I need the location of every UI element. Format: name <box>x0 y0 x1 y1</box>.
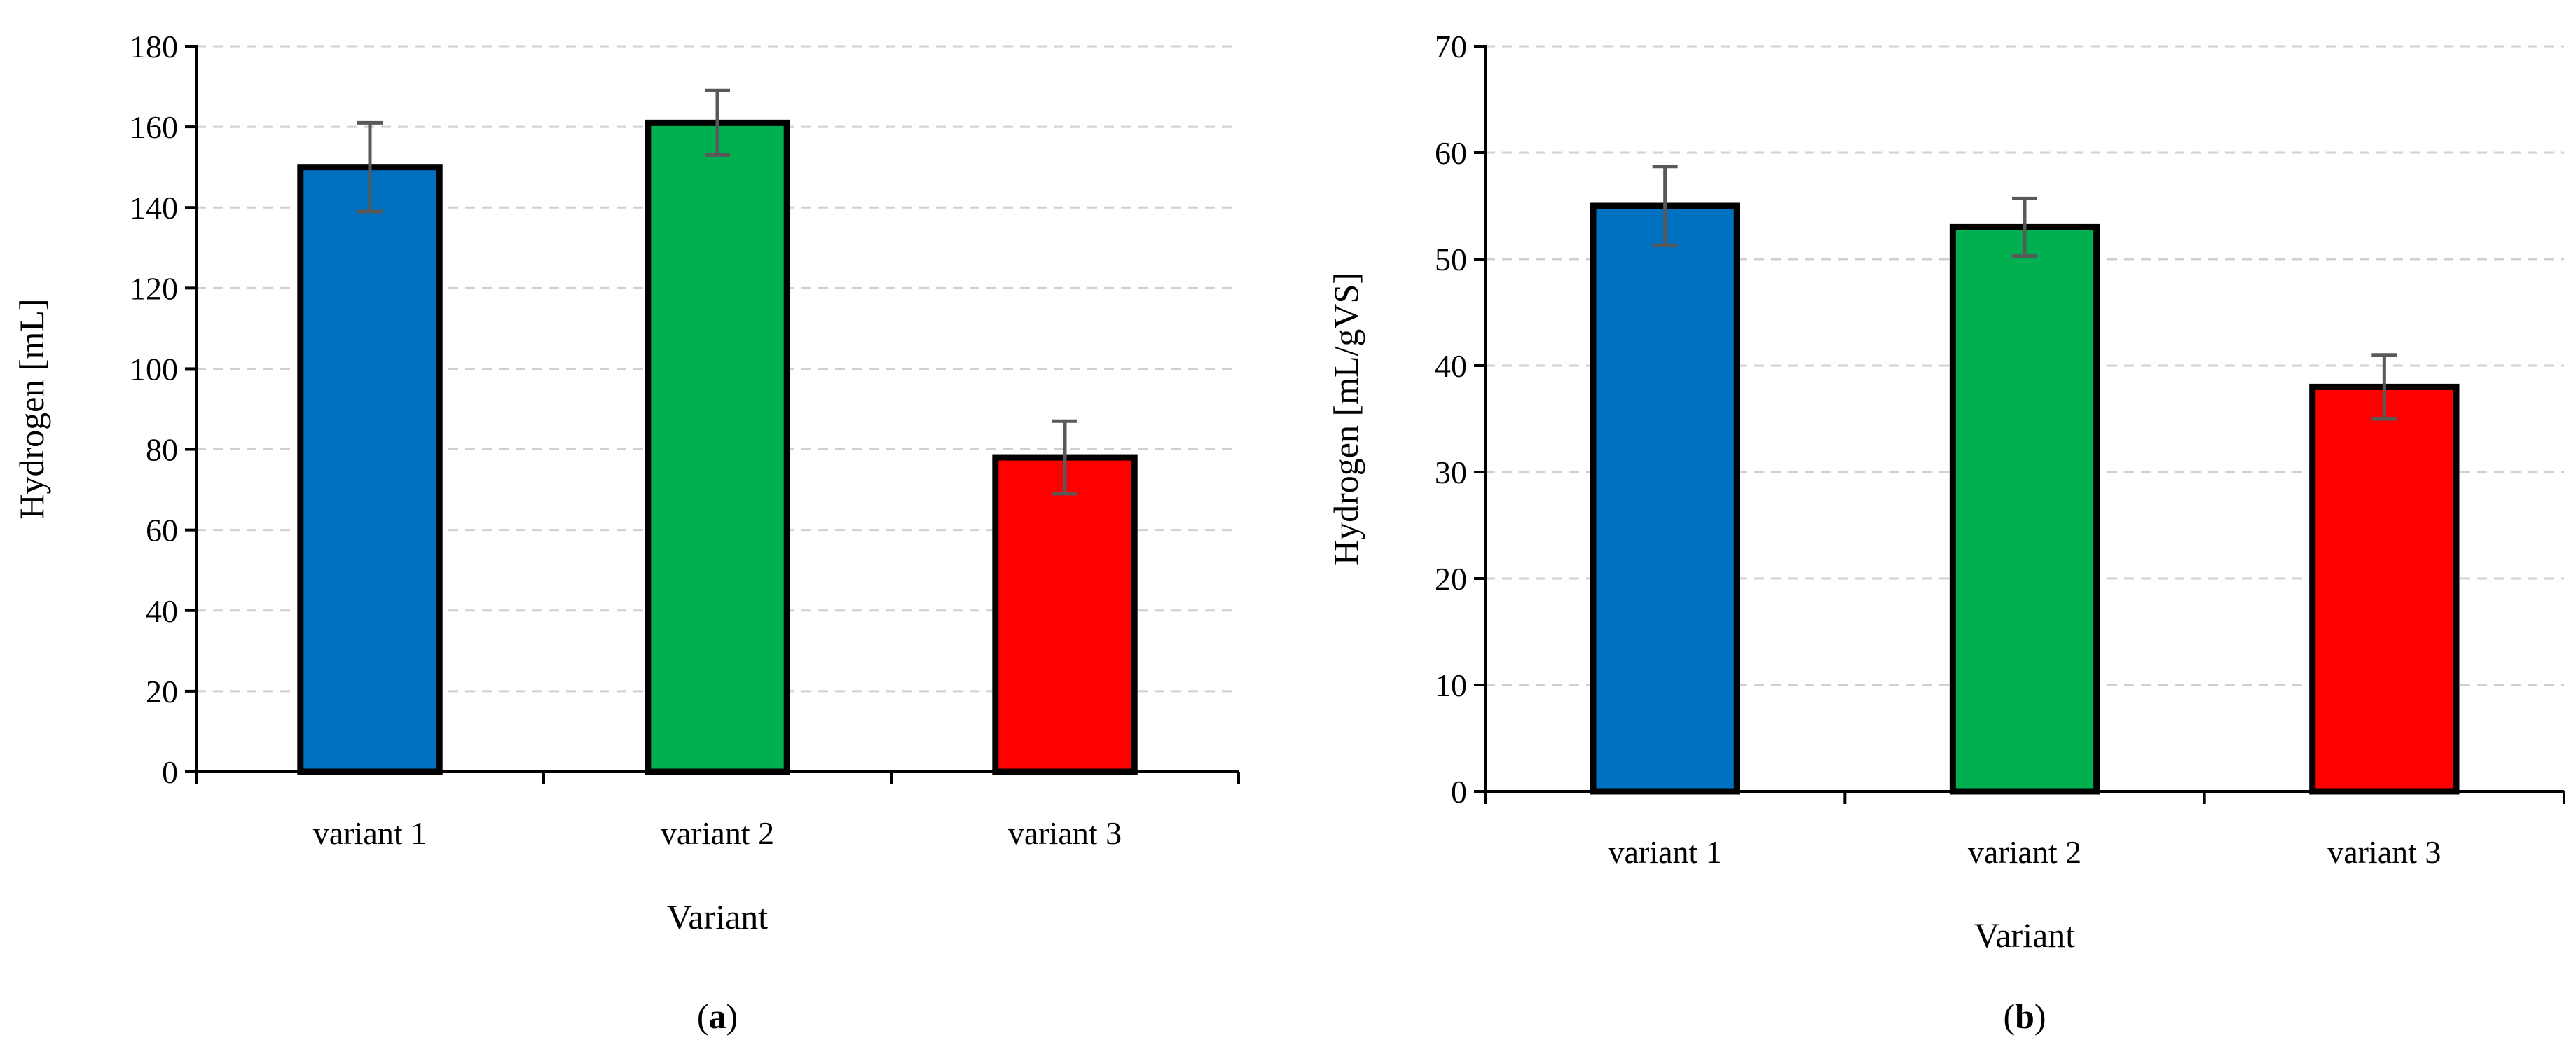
y-axis-title: Hydrogen [mL/gVS] <box>1326 272 1365 565</box>
y-tick-label: 100 <box>130 351 178 387</box>
y-tick-label: 120 <box>130 270 178 306</box>
bar-variant-1 <box>297 164 443 775</box>
panel-label: (a) <box>697 997 738 1036</box>
y-tick-label: 60 <box>1435 135 1467 171</box>
x-tick-label: variant 3 <box>2327 834 2441 870</box>
bar-variant-2 <box>1949 223 2100 795</box>
bar-variant-3 <box>992 454 1138 775</box>
y-tick-label: 140 <box>130 190 178 226</box>
y-tick-label: 50 <box>1435 242 1467 277</box>
y-tick-label: 0 <box>1451 774 1467 810</box>
bar-variant-1 <box>1590 202 1740 795</box>
y-tick-label: 80 <box>146 432 178 468</box>
x-axis-title: Variant <box>667 897 768 936</box>
y-tick-label: 180 <box>130 29 178 64</box>
x-tick-label: variant 1 <box>1609 834 1722 870</box>
y-tick-label: 20 <box>146 674 178 710</box>
bar-variant-2 <box>645 119 790 775</box>
bar-variant-3 <box>2309 383 2460 795</box>
x-tick-label: variant 1 <box>313 815 427 851</box>
y-tick-label: 40 <box>1435 348 1467 384</box>
y-tick-label: 40 <box>146 593 178 629</box>
y-tick-label: 60 <box>146 513 178 548</box>
panel-label: (b) <box>2003 997 2046 1036</box>
x-tick-label: variant 2 <box>1968 834 2081 870</box>
y-tick-label: 70 <box>1435 29 1467 64</box>
chart-panel-b: 0 10 20 30 40 50 60 70 variant 1 variant 2 variant… <box>1326 29 2565 1036</box>
x-tick-label: variant 3 <box>1008 815 1122 851</box>
chart-panel-a: 0 20 40 60 80 100 120 140 160 180 variant 1 variant… <box>12 29 1240 1036</box>
y-tick-label: 10 <box>1435 667 1467 703</box>
x-axis-title: Variant <box>1974 915 2075 955</box>
y-tick-label: 160 <box>130 109 178 145</box>
x-tick-label: variant 2 <box>661 815 774 851</box>
y-tick-label: 20 <box>1435 561 1467 597</box>
y-tick-label: 30 <box>1435 455 1467 490</box>
y-axis-title: Hydrogen [mL] <box>12 298 51 519</box>
y-tick-label: 0 <box>162 754 178 790</box>
